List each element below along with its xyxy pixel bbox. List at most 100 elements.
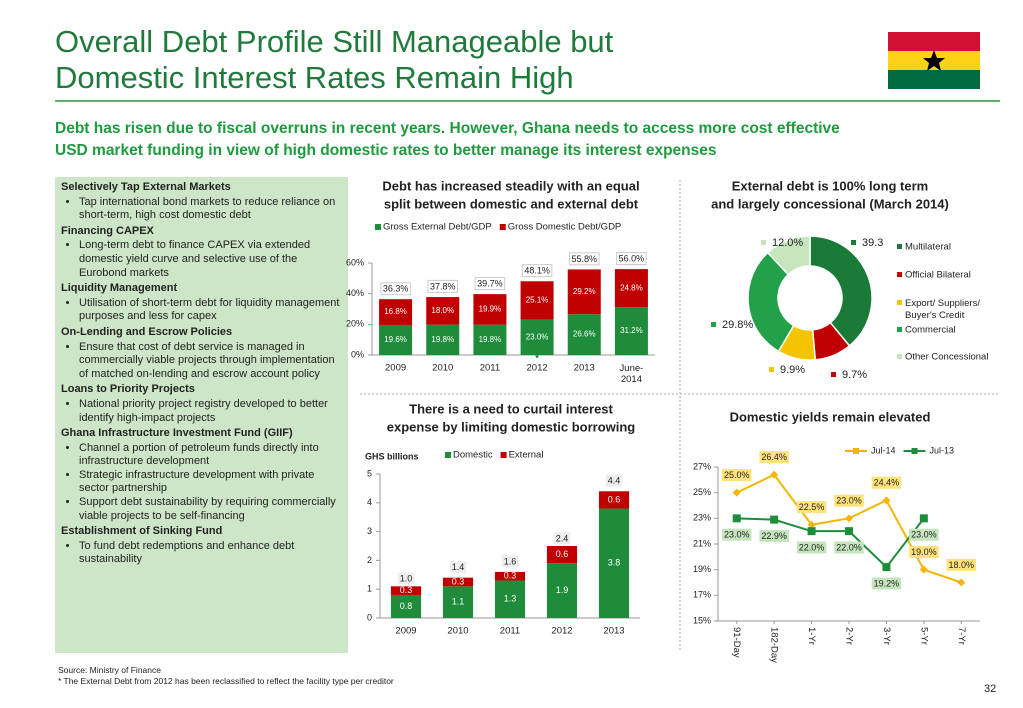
- data-label: 23.0%: [911, 530, 937, 540]
- y-tick-label: 23%: [693, 513, 711, 523]
- point: [770, 515, 779, 524]
- footnote: * The External Debt from 2012 has been r…: [58, 676, 394, 686]
- legend-marker: [853, 448, 859, 454]
- section-heading: Financing CAPEX: [61, 224, 154, 237]
- y-tick-label: 5: [367, 468, 372, 478]
- label-box: [946, 558, 977, 571]
- y-tick-label: 4: [367, 497, 372, 507]
- x-tick-label: 2012: [527, 363, 548, 374]
- label-box: [834, 541, 864, 554]
- bar-segment: [379, 299, 413, 325]
- data-label: 26.4%: [761, 452, 787, 462]
- legend-swatch: [445, 452, 451, 458]
- series-line: [736, 517, 925, 569]
- bar-segment: [426, 324, 460, 355]
- data-label: 18.0%: [949, 560, 975, 570]
- data-label: 12.0%: [772, 237, 803, 249]
- point: [845, 514, 853, 523]
- point: [919, 565, 928, 574]
- label-box: [616, 252, 647, 266]
- total-label: 55.8%: [571, 254, 597, 264]
- y-tick-label: 15%: [693, 615, 711, 625]
- chart-title: Debt has increased steadily with an equa…: [382, 178, 639, 193]
- data-label: 18.0%: [431, 306, 454, 315]
- point: [732, 514, 741, 523]
- bar-segment: [473, 294, 507, 325]
- bullet: Utilisation of short-term debt for liqui…: [79, 297, 342, 324]
- total-label: 4.4: [608, 476, 621, 486]
- title-line: Overall Debt Profile Still Manageable bu…: [55, 24, 614, 59]
- x-tick-label: 2010: [447, 626, 468, 637]
- subtitle-line: Debt has risen due to fiscal overruns in…: [55, 120, 840, 137]
- label-box: [759, 451, 789, 464]
- section-heading: Loans to Priority Projects: [61, 383, 195, 396]
- chart-title: There is a need to curtail interest: [409, 401, 613, 416]
- point: [732, 488, 741, 497]
- data-label: 25.0%: [724, 470, 750, 480]
- legend-swatch: [897, 244, 902, 249]
- label-box: [834, 494, 864, 507]
- label-box: [871, 577, 902, 590]
- section-heading: On-Lending and Escrow Policies: [61, 325, 233, 338]
- data-label: 0.6: [556, 549, 569, 559]
- label-box: [721, 469, 752, 482]
- y-axis-label: GHS billions: [365, 451, 419, 461]
- label-swatch: [761, 240, 766, 245]
- bar-segment: [598, 491, 630, 509]
- data-label: 29.8%: [722, 319, 753, 331]
- bullet: Support debt sustainability by requiring…: [79, 496, 342, 523]
- x-tick-label: June-2014: [620, 363, 644, 385]
- x-tick-label: 5-Yr: [918, 627, 929, 645]
- data-label: 19.8%: [431, 335, 454, 344]
- x-tick-label: 7-Yr: [956, 627, 967, 645]
- total-label: 39.7%: [477, 279, 503, 289]
- label-box: [501, 555, 519, 568]
- chart-title: split between domestic and external debt: [384, 196, 639, 211]
- bullet-list: Ensure that cost of debt service is mana…: [61, 341, 342, 382]
- legend-label: Official Bilateral: [905, 270, 971, 281]
- data-label: 29.2%: [573, 287, 596, 296]
- y-tick-label: 19%: [693, 564, 711, 574]
- donut-slice: [766, 235, 811, 276]
- y-tick-label: 21%: [693, 538, 711, 548]
- annotation: *: [535, 354, 539, 365]
- data-label: 26.6%: [573, 330, 596, 339]
- label-swatch: [851, 240, 856, 245]
- label-box: [427, 279, 459, 293]
- chart-title: expense by limiting domestic borrowing: [387, 419, 636, 434]
- legend-swatch: [897, 272, 902, 277]
- data-label: 19.2%: [874, 578, 900, 588]
- bar-segment: [614, 307, 648, 355]
- data-label: 24.8%: [620, 283, 643, 292]
- bar-segment: [567, 269, 601, 315]
- data-label: 22.9%: [761, 531, 787, 541]
- section-heading: Establishment of Sinking Fund: [61, 525, 223, 538]
- data-label: 23.0%: [526, 332, 549, 341]
- x-tick-label: 1-Yr: [806, 627, 817, 645]
- data-label: 3.8: [608, 558, 621, 568]
- data-label: 24.4%: [874, 478, 900, 488]
- label-box: [380, 282, 411, 296]
- legend-label: Domestic: [453, 450, 493, 461]
- bar-segment: [546, 546, 578, 564]
- data-label: 22.5%: [799, 502, 825, 512]
- y-tick-label: 1: [367, 584, 372, 594]
- bar-segment: [520, 281, 554, 320]
- bar-segment: [442, 586, 474, 618]
- total-label: 1.4: [452, 562, 465, 572]
- legend-swatch: [499, 224, 506, 230]
- legend-label: Jul-13: [930, 445, 955, 455]
- label-box: [449, 561, 467, 574]
- point: [919, 514, 928, 523]
- donut-slice: [747, 251, 795, 353]
- data-label: 0.6: [608, 494, 621, 504]
- total-label: 2.4: [556, 533, 569, 543]
- legend-label: Commercial: [905, 325, 956, 336]
- section-heading: Selectively Tap External Markets: [61, 181, 231, 193]
- section-heading: Ghana Infrastructure Investment Fund (GI…: [61, 427, 293, 440]
- data-label: 23.0%: [724, 530, 750, 540]
- bullet: Tap international bond markets to reduce…: [79, 196, 342, 223]
- y-tick-label: 20%: [346, 319, 364, 329]
